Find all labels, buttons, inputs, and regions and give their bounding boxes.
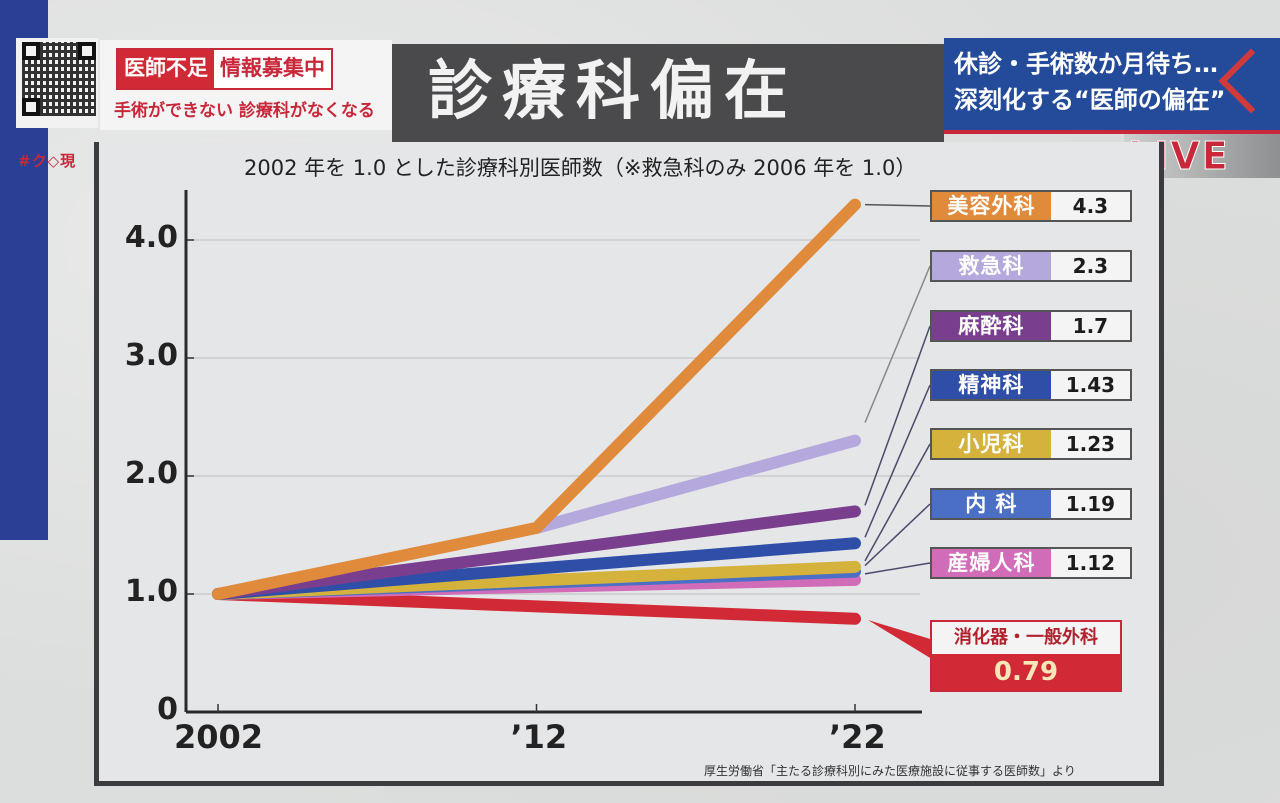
series-value: 1.43 xyxy=(1065,373,1116,397)
leader-line xyxy=(864,265,931,423)
series-label-badge: 精神科 1.43 xyxy=(930,369,1132,401)
news-stripe xyxy=(944,130,1280,134)
series-value: 4.3 xyxy=(1072,194,1109,218)
callout-pointer xyxy=(868,620,940,664)
tag-doctor-shortage: 医師不足 xyxy=(118,50,214,88)
page-title: 診療科偏在 xyxy=(428,55,798,129)
series-value: 1.12 xyxy=(1065,551,1116,575)
leader-line xyxy=(864,443,931,562)
news-line-2: 深刻化する“医師の偏在” xyxy=(954,86,1226,114)
series-label-badge: 消化器・一般外科 0.79 xyxy=(930,620,1122,692)
series-name: 消化器・一般外科 xyxy=(932,622,1120,654)
y-tick-label: 4.0 xyxy=(124,220,178,255)
leader-line xyxy=(864,562,931,575)
series-label-badge: 産婦人科 1.12 xyxy=(930,547,1132,579)
series-value: 2.3 xyxy=(1072,254,1109,278)
source-note: 厚生労働省「主たる診療科別にみた医療施設に従事する医師数」より xyxy=(704,764,1076,778)
chart-title: 2002 年を 1.0 とした診療科別医師数（※救急科のみ 2006 年を 1.… xyxy=(244,156,917,180)
series-name: 美容外科 xyxy=(932,192,1051,220)
series-name: 精神科 xyxy=(932,371,1051,399)
series-name: 救急科 xyxy=(932,252,1051,280)
y-tick-label: 0 xyxy=(157,692,178,727)
series-label-badge: 美容外科 4.3 xyxy=(930,190,1132,222)
news-line-1: 休診・手術数か月待ち… xyxy=(954,50,1218,78)
series-label-badge: 麻酔科 1.7 xyxy=(930,310,1132,342)
series-line xyxy=(212,198,861,600)
x-tick-label: ’22 xyxy=(829,718,886,756)
series-line xyxy=(212,588,861,625)
news-headline-panel xyxy=(944,38,1280,132)
series-label-badge: 内 科 1.19 xyxy=(930,488,1132,520)
leader-line xyxy=(864,203,931,207)
series-name: 小児科 xyxy=(932,430,1051,458)
leader-line xyxy=(864,384,931,538)
tag-subtitle: 手術ができない 診療科がなくなる xyxy=(114,101,375,121)
series-label-badge: 小児科 1.23 xyxy=(930,428,1132,460)
info-tag: 医師不足 情報募集中 xyxy=(116,48,333,90)
qr-finder-icon xyxy=(22,42,40,60)
series-value: 1.19 xyxy=(1065,492,1116,516)
qr-finder-icon xyxy=(78,42,96,60)
series-value: 0.79 xyxy=(993,657,1059,687)
series-name: 内 科 xyxy=(932,490,1051,518)
news-headline: 休診・手術数か月待ち… 深刻化する“医師の偏在” xyxy=(954,46,1226,118)
series-name: 産婦人科 xyxy=(932,549,1051,577)
series-name: 麻酔科 xyxy=(932,312,1051,340)
leader-line xyxy=(864,503,931,567)
x-tick-label: 2002 xyxy=(174,718,264,756)
series-line xyxy=(212,505,861,600)
y-tick-label: 3.0 xyxy=(124,338,178,373)
series-value: 1.23 xyxy=(1065,432,1116,456)
series-label-badge: 救急科 2.3 xyxy=(930,250,1132,282)
series-line xyxy=(530,434,861,534)
tag-info-wanted: 情報募集中 xyxy=(220,56,325,80)
y-tick-label: 1.0 xyxy=(124,574,178,609)
y-tick-label: 2.0 xyxy=(124,456,178,491)
title-bar xyxy=(392,44,944,142)
leader-line xyxy=(864,325,931,506)
program-handle: #ク◇現 xyxy=(18,152,77,170)
qr-finder-icon xyxy=(22,98,40,116)
series-value: 1.7 xyxy=(1072,314,1109,338)
x-tick-label: ’12 xyxy=(510,718,568,756)
